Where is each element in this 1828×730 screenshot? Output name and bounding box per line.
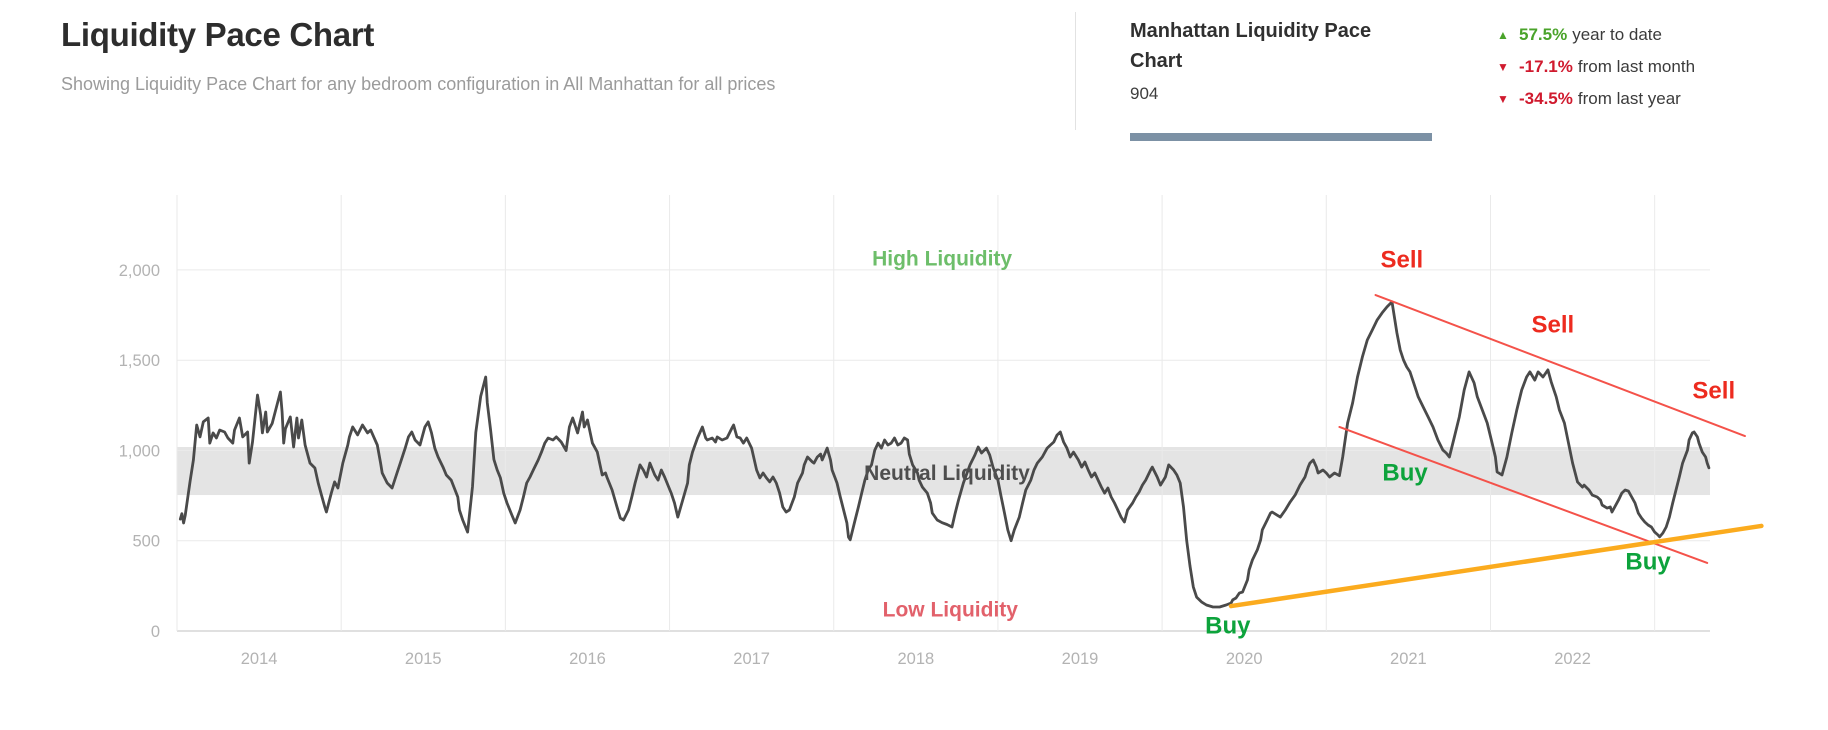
y-axis-tick-label: 2,000 (119, 262, 160, 280)
up-arrow-icon: ▲ (1497, 28, 1509, 42)
stat-label: year to date (1572, 25, 1662, 44)
neutral-liquidity-band (177, 447, 1710, 496)
y-axis-tick-label: 0 (151, 623, 160, 641)
page-subtitle: Showing Liquidity Pace Chart for any bed… (61, 74, 776, 94)
sell-signal-label: Sell (1532, 311, 1575, 338)
x-axis-tick-label: 2015 (405, 650, 442, 668)
stat-year-to-date: ▲ 57.5% year to date (1497, 24, 1695, 46)
x-axis-tick-label: 2016 (569, 650, 606, 668)
x-axis-tick-label: 2018 (897, 650, 934, 668)
y-axis-tick-label: 1,500 (119, 352, 160, 370)
stat-from-last-year: ▼ -34.5% from last year (1497, 88, 1695, 110)
stat-value: -17.1% (1519, 57, 1573, 76)
neutral-liquidity-label: Neutral Liquidity (864, 462, 1030, 485)
stat-label: from last month (1577, 57, 1696, 76)
liquidity-pace-series-line (178, 300, 1711, 609)
x-axis-tick-label: 2014 (241, 650, 278, 668)
x-axis-tick-label: 2017 (733, 650, 770, 668)
header-divider (1075, 12, 1076, 130)
y-axis-tick-label: 1,000 (119, 442, 160, 460)
y-axis-tick-label: 500 (132, 533, 160, 551)
x-axis-tick-label: 2020 (1226, 650, 1263, 668)
sell-resistance-line (1374, 294, 1746, 438)
x-axis-tick-label: 2022 (1554, 650, 1591, 668)
sell-signal-label: Sell (1380, 246, 1423, 273)
stat-from-last-month: ▼ -17.1% from last month (1497, 56, 1695, 78)
page-title: Liquidity Pace Chart (61, 16, 375, 53)
down-arrow-icon: ▼ (1497, 92, 1509, 106)
sell-lower-line (1338, 425, 1709, 564)
summary-title: Manhattan Liquidity Pace Chart (1130, 20, 1372, 72)
buy-signal-label: Buy (1382, 459, 1428, 486)
low-liquidity-label: Low Liquidity (883, 598, 1019, 621)
buy-support-line (1228, 523, 1764, 609)
buy-signal-label: Buy (1625, 548, 1671, 575)
stat-label: from last year (1577, 89, 1681, 108)
x-axis-tick-label: 2021 (1390, 650, 1427, 668)
high-liquidity-label: High Liquidity (872, 247, 1012, 270)
stat-value: -34.5% (1519, 89, 1573, 108)
sell-signal-label: Sell (1692, 377, 1735, 404)
summary-accent-bar (1130, 133, 1432, 141)
down-arrow-icon: ▼ (1497, 60, 1509, 74)
stat-value: 57.5% (1519, 25, 1568, 44)
x-axis-tick-label: 2019 (1062, 650, 1099, 668)
summary-stats: ▲ 57.5% year to date ▼ -17.1% from last mont… (1497, 24, 1695, 120)
buy-signal-label: Buy (1205, 612, 1251, 639)
summary-current-value: 904 (1130, 84, 1159, 103)
